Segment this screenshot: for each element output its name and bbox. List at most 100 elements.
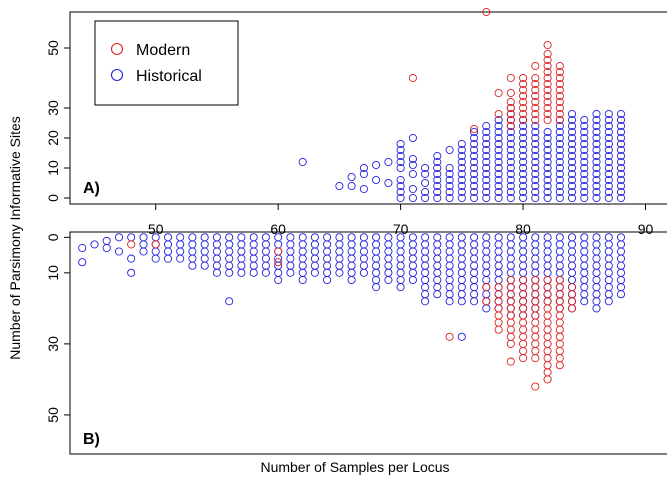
- scatter-point: [494, 240, 503, 249]
- scatter-point: [543, 163, 552, 173]
- scatter-point: [543, 304, 552, 313]
- scatter-point: [616, 193, 626, 203]
- scatter-point: [531, 268, 540, 277]
- scatter-point: [347, 233, 356, 242]
- scatter-point: [323, 233, 332, 242]
- scatter-point: [335, 247, 344, 256]
- scatter-point: [482, 240, 491, 249]
- scatter-point: [555, 91, 564, 101]
- scatter-point: [604, 139, 613, 149]
- scatter-point: [519, 254, 528, 263]
- scatter-point: [506, 109, 515, 119]
- scatter-point: [445, 240, 454, 249]
- scatter-point: [543, 40, 552, 50]
- scatter-point: [580, 169, 589, 179]
- scatter-point: [580, 233, 589, 242]
- scatter-point: [543, 346, 552, 356]
- scatter-point: [494, 311, 503, 320]
- scatter-point: [127, 254, 136, 263]
- scatter-point: [457, 247, 466, 256]
- scatter-point: [433, 240, 442, 249]
- scatter-point: [580, 139, 589, 149]
- scatter-point: [531, 175, 540, 185]
- scatter-point: [494, 275, 503, 285]
- scatter-point: [567, 163, 577, 173]
- scatter-point: [482, 290, 491, 299]
- y-tick-label-a: 50: [45, 40, 61, 56]
- scatter-point: [531, 332, 540, 341]
- scatter-point: [555, 275, 564, 285]
- y-tick-label-a: 20: [45, 130, 61, 146]
- scatter-point: [555, 157, 564, 167]
- scatter-point: [519, 127, 528, 137]
- scatter-point: [616, 169, 626, 179]
- scatter-point: [543, 109, 552, 119]
- scatter-point: [543, 339, 552, 348]
- scatter-point: [274, 240, 283, 249]
- scatter-point: [531, 133, 540, 143]
- scatter-point: [396, 175, 405, 185]
- scatter-point: [482, 304, 491, 313]
- scatter-point: [616, 290, 626, 299]
- scatter-point: [298, 233, 307, 242]
- scatter-point: [470, 187, 479, 197]
- scatter-point: [188, 254, 197, 263]
- scatter-point: [408, 154, 417, 164]
- scatter-point: [506, 318, 515, 327]
- scatter-point: [592, 304, 601, 313]
- scatter-point: [457, 145, 466, 155]
- scatter-point: [604, 193, 613, 203]
- scatter-point: [531, 382, 540, 391]
- scatter-point: [408, 169, 417, 179]
- scatter-point: [616, 139, 626, 149]
- scatter-point: [567, 109, 577, 119]
- scatter-point: [616, 268, 626, 277]
- scatter-point: [543, 73, 552, 83]
- scatter-point: [494, 325, 503, 334]
- scatter-point: [506, 283, 515, 292]
- scatter-point: [261, 261, 270, 270]
- scatter-point: [372, 275, 381, 285]
- scatter-point: [543, 290, 552, 299]
- scatter-point: [249, 254, 258, 263]
- scatter-point: [323, 240, 332, 249]
- scatter-point: [470, 151, 479, 161]
- legend: Modern Historical: [94, 20, 239, 106]
- scatter-point: [506, 240, 515, 249]
- scatter-point: [506, 325, 515, 334]
- scatter-point: [519, 109, 528, 119]
- scatter-point: [298, 240, 307, 249]
- scatter-point: [567, 268, 577, 277]
- scatter-point: [237, 240, 246, 249]
- scatter-point: [555, 181, 564, 191]
- scatter-point: [163, 247, 173, 256]
- scatter-point: [457, 139, 466, 149]
- scatter-point: [604, 297, 613, 306]
- scatter-point: [519, 346, 528, 356]
- scatter-point: [616, 275, 626, 285]
- scatter-point: [494, 151, 503, 161]
- scatter-point: [286, 261, 295, 270]
- scatter-point: [543, 157, 552, 167]
- scatter-point: [494, 127, 503, 137]
- scatter-point: [457, 283, 466, 292]
- scatter-point: [531, 297, 540, 306]
- scatter-point: [567, 193, 577, 203]
- scatter-point: [555, 254, 564, 263]
- scatter-point: [445, 247, 454, 256]
- scatter-point: [580, 254, 589, 263]
- scatter-point: [543, 103, 552, 113]
- scatter-point: [555, 127, 564, 137]
- scatter-point: [494, 318, 503, 327]
- x-tick-label: 80: [515, 221, 531, 237]
- scatter-point: [580, 145, 589, 155]
- scatter-point: [249, 268, 258, 277]
- y-tick-label-b: 10: [45, 265, 61, 281]
- scatter-point: [225, 240, 234, 249]
- scatter-point: [580, 133, 589, 143]
- scatter-point: [359, 247, 368, 256]
- legend-label-modern: Modern: [136, 42, 190, 59]
- scatter-point: [567, 181, 577, 191]
- scatter-point: [396, 261, 405, 270]
- scatter-point: [457, 268, 466, 277]
